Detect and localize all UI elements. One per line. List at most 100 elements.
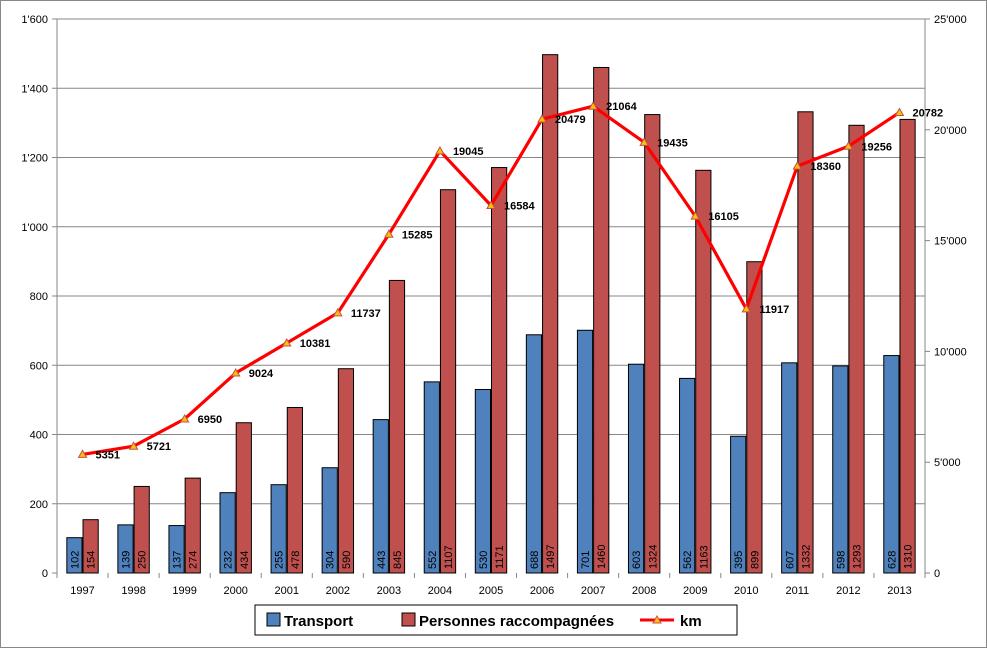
bar-transport [168, 525, 185, 574]
x-tick-label: 2008 [632, 585, 656, 597]
bar-value-label: 1107 [443, 545, 455, 569]
bar-value-label: 598 [835, 551, 847, 569]
bar-personnes [82, 519, 99, 574]
km-value-label: 19045 [453, 146, 484, 158]
bar-personnes [491, 167, 508, 574]
bar-personnes [746, 261, 763, 574]
bar-value-label: 137 [172, 551, 184, 569]
km-value-label: 6950 [198, 414, 222, 426]
bar-transport [730, 435, 747, 574]
km-value-label: 15285 [402, 229, 433, 241]
bar-value-label: 1310 [903, 545, 915, 569]
y-left-tick-label: 200 [30, 499, 48, 511]
bar-transport [474, 388, 491, 574]
x-tick-label: 2009 [683, 585, 707, 597]
km-value-label: 21064 [606, 101, 637, 113]
bar-transport [66, 537, 83, 574]
km-value-label: 11917 [759, 304, 789, 316]
bar-value-label: 552 [427, 551, 439, 569]
y-right-tick-label: 15'000 [934, 236, 967, 248]
bar-value-label: 562 [682, 551, 694, 569]
bar-value-label: 1171 [494, 545, 506, 569]
km-value-label: 20479 [555, 114, 586, 126]
km-value-label: 11737 [351, 308, 381, 320]
km-marker [843, 141, 854, 150]
legend-swatch-personnes [401, 612, 416, 627]
bar-value-label: 1163 [698, 545, 710, 569]
bar-value-label: 1460 [596, 545, 608, 569]
bar-value-label: 154 [86, 551, 98, 569]
bar-personnes [848, 124, 865, 574]
bar-value-label: 102 [69, 551, 81, 569]
bar-value-label: 434 [239, 551, 251, 569]
y-left-tick-label: 1'000 [21, 222, 48, 234]
bar-value-label: 688 [529, 551, 541, 569]
km-marker [690, 211, 701, 220]
km-marker [894, 107, 905, 116]
bar-value-label: 443 [376, 551, 388, 569]
bar-value-label: 590 [341, 551, 353, 569]
bar-value-label: 304 [325, 551, 337, 569]
legend-label-transport: Transport [284, 613, 353, 630]
bar-transport [781, 362, 798, 574]
legend-label-km: km [680, 613, 702, 630]
y-left-tick-label: 1'400 [21, 83, 48, 95]
bar-value-label: 255 [274, 551, 286, 569]
bar-personnes [593, 66, 610, 574]
legend-swatch-transport [266, 612, 281, 627]
km-value-label: 5351 [96, 449, 120, 461]
bar-value-label: 603 [631, 551, 643, 569]
bar-personnes [899, 118, 916, 574]
bar-value-label: 845 [392, 551, 404, 569]
km-value-label: 20782 [912, 107, 943, 119]
y-left-tick-label: 800 [30, 291, 48, 303]
bar-value-label: 478 [290, 551, 302, 569]
x-tick-label: 1998 [121, 585, 145, 597]
bar-personnes [797, 111, 814, 574]
km-marker [537, 114, 547, 123]
x-tick-label: 2007 [581, 585, 605, 597]
x-tick-label: 2011 [786, 585, 810, 597]
km-value-label: 19256 [861, 141, 892, 153]
bar-value-label: 395 [733, 551, 745, 569]
y-right-tick-label: 10'000 [934, 346, 967, 358]
bar-personnes [235, 422, 252, 574]
y-left-tick-label: 0 [42, 568, 48, 580]
bar-transport [423, 381, 440, 574]
bar-transport [117, 524, 134, 574]
bar-transport [525, 334, 543, 574]
km-marker [332, 307, 343, 317]
bar-value-label: 530 [478, 551, 490, 569]
x-tick-label: 2006 [530, 585, 554, 597]
bar-value-label: 232 [223, 551, 235, 569]
bar-personnes [133, 485, 150, 574]
x-tick-label: 1997 [70, 585, 94, 597]
bar-transport [219, 492, 236, 574]
bar-transport [270, 484, 287, 574]
bar-personnes [695, 169, 712, 574]
x-tick-label: 2000 [223, 585, 247, 597]
bar-value-label: 139 [120, 551, 132, 569]
km-marker [639, 137, 650, 146]
bar-transport [627, 363, 645, 574]
x-tick-label: 2001 [275, 585, 299, 597]
y-left-tick-label: 400 [30, 430, 48, 442]
bar-value-label: 899 [749, 551, 761, 569]
y-right-tick-label: 25'000 [934, 14, 967, 26]
bar-transport [321, 467, 338, 574]
x-tick-label: 2004 [428, 585, 452, 597]
km-marker [435, 145, 445, 155]
km-marker [179, 413, 190, 423]
bar-value-label: 274 [188, 551, 200, 569]
y-left-tick-label: 600 [30, 360, 48, 372]
km-value-label: 18360 [810, 161, 841, 173]
bar-value-label: 607 [784, 551, 796, 569]
x-tick-label: 1999 [172, 585, 196, 597]
bar-personnes [184, 477, 201, 574]
bar-transport [372, 419, 389, 574]
y-right-tick-label: 20'000 [934, 125, 967, 137]
bar-personnes [439, 189, 457, 574]
y-right-tick-label: 0 [934, 568, 940, 580]
